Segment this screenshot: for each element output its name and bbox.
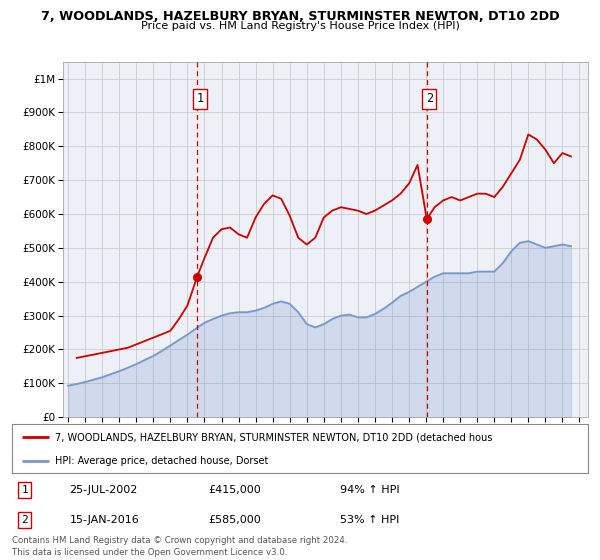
Text: This data is licensed under the Open Government Licence v3.0.: This data is licensed under the Open Gov… (12, 548, 287, 557)
Text: HPI: Average price, detached house, Dorset: HPI: Average price, detached house, Dors… (55, 456, 269, 466)
Text: 2: 2 (21, 515, 28, 525)
Text: Price paid vs. HM Land Registry's House Price Index (HPI): Price paid vs. HM Land Registry's House … (140, 21, 460, 31)
Text: 53% ↑ HPI: 53% ↑ HPI (340, 515, 400, 525)
Text: 15-JAN-2016: 15-JAN-2016 (70, 515, 139, 525)
Text: £585,000: £585,000 (208, 515, 260, 525)
Text: £415,000: £415,000 (208, 485, 260, 495)
Text: 1: 1 (21, 485, 28, 495)
Text: 25-JUL-2002: 25-JUL-2002 (70, 485, 138, 495)
Text: 7, WOODLANDS, HAZELBURY BRYAN, STURMINSTER NEWTON, DT10 2DD (detached hous: 7, WOODLANDS, HAZELBURY BRYAN, STURMINST… (55, 432, 493, 442)
Text: 1: 1 (196, 92, 203, 105)
Text: Contains HM Land Registry data © Crown copyright and database right 2024.: Contains HM Land Registry data © Crown c… (12, 536, 347, 545)
Text: 94% ↑ HPI: 94% ↑ HPI (340, 485, 400, 495)
Text: 7, WOODLANDS, HAZELBURY BRYAN, STURMINSTER NEWTON, DT10 2DD: 7, WOODLANDS, HAZELBURY BRYAN, STURMINST… (41, 10, 559, 22)
Text: 2: 2 (426, 92, 433, 105)
